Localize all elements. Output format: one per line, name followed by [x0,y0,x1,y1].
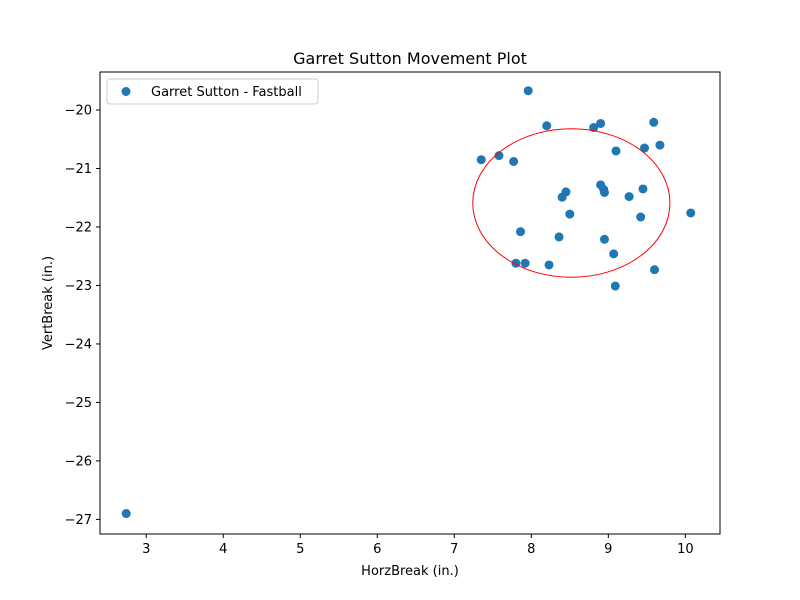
data-point [686,208,696,218]
x-tick-label: 7 [450,542,458,557]
x-tick-label: 5 [296,542,304,557]
y-tick-label: −27 [65,513,92,528]
y-tick-label: −20 [65,104,92,119]
x-tick-label: 8 [527,542,535,557]
data-point [596,118,606,128]
data-point [121,509,131,519]
chart-title: Garret Sutton Movement Plot [293,49,527,68]
legend-marker [121,87,131,96]
data-point [523,86,533,96]
y-tick-label: −21 [65,162,92,177]
legend: Garret Sutton - Fastball [106,78,319,105]
data-point [640,143,650,153]
legend-box [106,78,319,105]
data-point [610,281,620,291]
x-axis-label: HorzBreak (in.) [361,564,459,579]
x-tick-label: 9 [604,542,612,557]
data-point [650,265,660,275]
data-point [609,249,619,259]
x-axis: 3 4 5 6 7 8 9 10 [142,534,694,557]
data-point [565,209,575,219]
data-point [557,192,567,202]
y-axis: −27 −26 −25 −24 −23 −22 −21 −20 [65,104,100,528]
y-tick-label: −22 [65,220,92,235]
plot-frame [99,71,721,535]
data-point [509,156,519,166]
data-point [520,258,530,268]
plot-layer [121,86,696,519]
data-point [599,187,609,197]
data-point [599,234,609,244]
data-point [476,155,486,165]
data-point [611,146,621,156]
y-tick-label: −26 [65,454,92,469]
y-tick-label: −24 [65,337,92,352]
legend-label: Garret Sutton - Fastball [151,85,302,100]
data-point [554,232,564,242]
data-point [542,121,552,131]
data-point [636,212,646,222]
data-point [516,227,526,237]
y-tick-label: −25 [65,396,92,411]
data-point [544,260,554,270]
y-tick-label: −23 [65,279,92,294]
data-point [655,140,665,150]
data-point [624,192,634,202]
x-tick-label: 6 [373,542,381,557]
data-point [494,151,504,161]
x-tick-label: 10 [677,542,694,557]
highlight-ellipse [472,128,671,278]
y-axis-label: VertBreak (in.) [41,256,56,350]
data-point [638,184,648,194]
x-tick-label: 4 [219,542,227,557]
data-point [649,117,659,127]
x-tick-label: 3 [142,542,150,557]
